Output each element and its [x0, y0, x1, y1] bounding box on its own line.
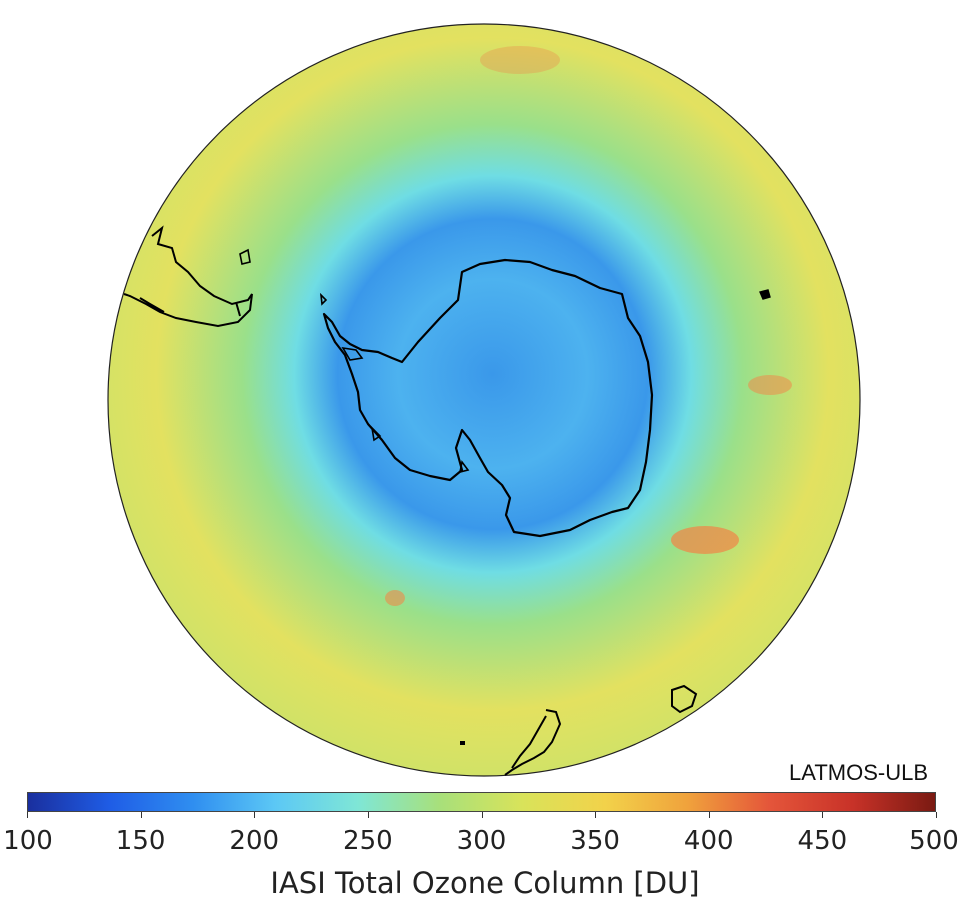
colorbar-tick-label: 500 — [909, 826, 959, 856]
colorbar-tick-label: 300 — [456, 826, 507, 856]
colorbar-tick — [481, 812, 483, 818]
colorbar-tick-label: 450 — [797, 826, 848, 856]
colorbar-tick — [27, 812, 28, 818]
ozone-hotspot — [748, 375, 792, 395]
colorbar-title: IASI Total Ozone Column [DU] — [270, 866, 700, 900]
map-boundary — [107, 23, 861, 777]
colorbar — [27, 792, 936, 812]
colorbar-tick — [708, 812, 710, 818]
south-america-coastline — [123, 225, 253, 328]
colorbar-tick-label: 250 — [343, 826, 393, 856]
colorbar-tick-label: 400 — [683, 826, 734, 856]
ozone-hotspot — [671, 526, 739, 554]
colorbar-tick — [936, 812, 937, 818]
peninsula-islands — [319, 292, 470, 474]
falkland-islands — [239, 248, 251, 265]
colorbar-tick-label: 100 — [3, 826, 53, 856]
colorbar-tick — [595, 812, 597, 818]
antarctica-coastline — [322, 258, 654, 538]
small-island — [460, 741, 465, 745]
colorbar-tick-label: 350 — [570, 826, 620, 856]
ozone-hotspot — [480, 46, 560, 74]
ozone-field — [108, 24, 860, 776]
colorbar-tick — [140, 812, 142, 818]
colorbar-tick — [254, 812, 256, 818]
tasmania-coastline — [671, 684, 698, 714]
colorbar-tick-label: 150 — [115, 826, 166, 856]
ozone-hotspot — [385, 590, 405, 606]
new-zealand-coastline — [504, 709, 562, 776]
credit-label: LATMOS-ULB — [789, 760, 928, 785]
colorbar-tick — [367, 812, 369, 818]
kerguelen-island — [759, 289, 771, 300]
colorbar-tick-label: 200 — [229, 826, 280, 856]
colorbar-tick — [822, 812, 824, 818]
